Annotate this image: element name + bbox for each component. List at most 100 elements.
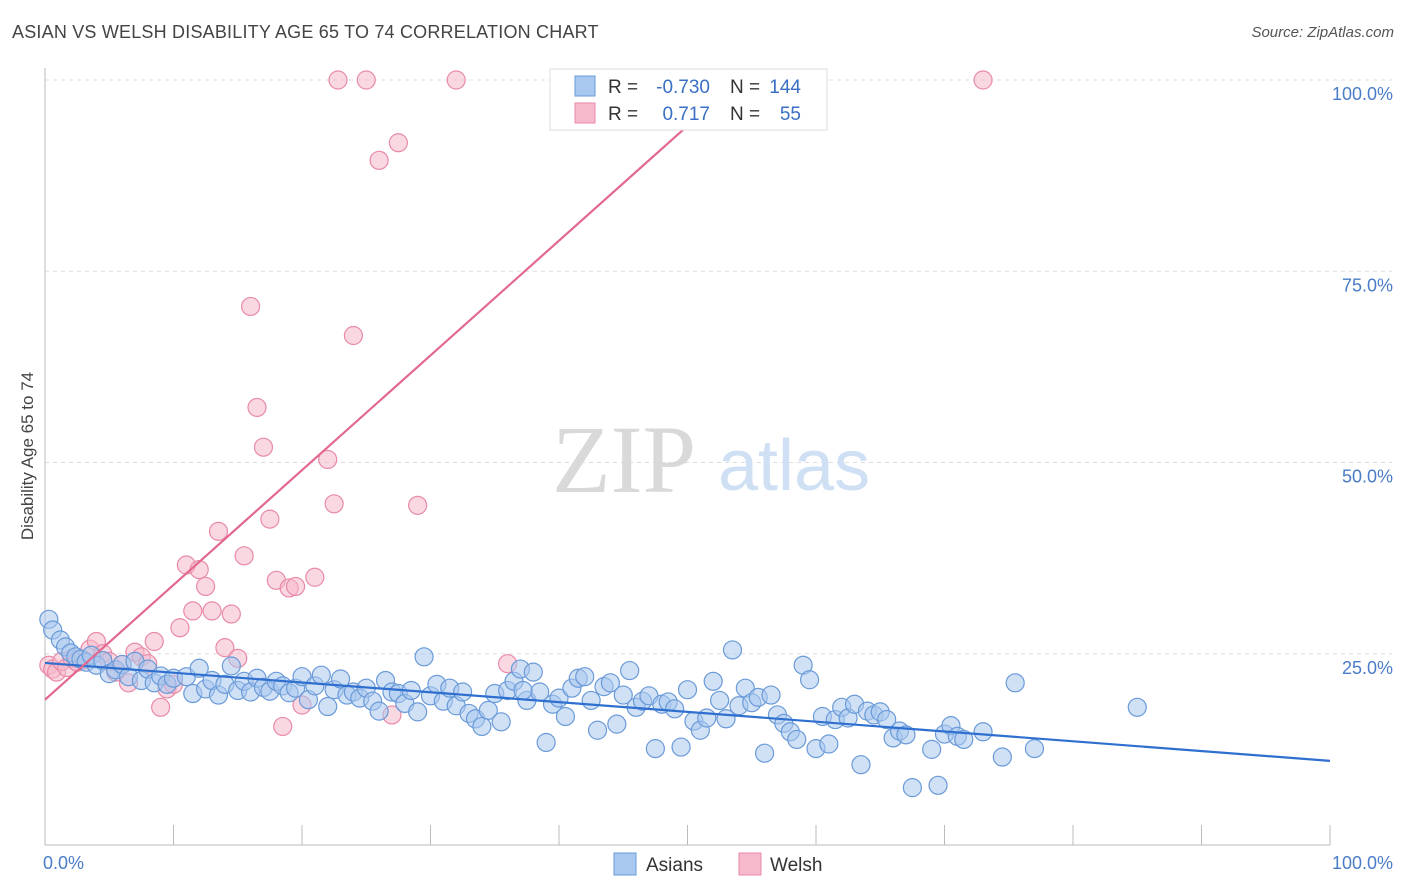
legend-r-label-welsh: R = bbox=[608, 104, 638, 125]
welsh-point bbox=[151, 697, 171, 717]
bottom-legend-asians: Asians bbox=[646, 855, 703, 876]
asian-point bbox=[665, 699, 685, 719]
asian-point bbox=[453, 682, 473, 702]
asian-point bbox=[1005, 673, 1025, 693]
asian-point bbox=[761, 685, 781, 705]
asian-point bbox=[703, 671, 723, 691]
legend-r-value-asians: -0.730 bbox=[656, 77, 710, 98]
legend-swatch-asians bbox=[574, 75, 596, 97]
asian-point bbox=[600, 673, 621, 693]
welsh-point bbox=[170, 618, 190, 638]
asian-point bbox=[221, 656, 241, 676]
trend-lines bbox=[44, 79, 1331, 762]
welsh-point bbox=[234, 546, 254, 566]
welsh-point bbox=[260, 509, 280, 529]
asian-point bbox=[645, 739, 665, 759]
asian-point bbox=[799, 670, 820, 690]
legend-n-value-asians: 144 bbox=[769, 77, 801, 98]
asian-point bbox=[620, 660, 640, 681]
welsh-point bbox=[408, 495, 428, 515]
source-label: Source: ZipAtlas.com bbox=[1251, 24, 1394, 41]
asian-point bbox=[922, 739, 942, 759]
tick-labels: 25.0% 50.0% 75.0% 100.0% 0.0% 100.0% bbox=[43, 84, 1393, 873]
asian-point bbox=[472, 716, 492, 737]
asian-point bbox=[491, 712, 511, 732]
welsh-point bbox=[388, 133, 408, 153]
asian-point bbox=[581, 690, 601, 711]
asian-point bbox=[408, 702, 428, 722]
asian-point bbox=[973, 722, 993, 742]
asian-point bbox=[1127, 697, 1147, 717]
asian-point bbox=[587, 720, 608, 740]
asian-point bbox=[555, 706, 576, 727]
asian-point bbox=[523, 662, 543, 682]
asian-point bbox=[536, 732, 556, 753]
welsh-point bbox=[144, 631, 164, 652]
welsh-point bbox=[253, 437, 274, 457]
asian-point bbox=[513, 680, 533, 701]
y-tick-label-75: 75.0% bbox=[1342, 275, 1393, 295]
asian-points bbox=[39, 609, 1147, 798]
welsh-point bbox=[247, 397, 267, 418]
welsh-point bbox=[273, 716, 293, 737]
y-tick-label-25: 25.0% bbox=[1342, 658, 1393, 678]
welsh-point bbox=[318, 449, 338, 470]
welsh-point bbox=[208, 521, 229, 541]
asian-point bbox=[671, 737, 691, 757]
asian-point bbox=[318, 696, 338, 717]
asian-point bbox=[697, 708, 717, 728]
watermark-zip: ZIP bbox=[552, 406, 696, 513]
asian-point bbox=[928, 775, 948, 795]
asian-point bbox=[369, 701, 389, 721]
welsh-point bbox=[328, 70, 348, 90]
legend-n-label-asians: N = bbox=[730, 77, 760, 98]
x-tick-label-min: 0.0% bbox=[43, 853, 84, 873]
welsh-point bbox=[324, 494, 344, 514]
welsh-point bbox=[241, 296, 261, 317]
grid-lines bbox=[45, 79, 1392, 655]
welsh-point bbox=[446, 70, 466, 90]
bottom-legend-welsh: Welsh bbox=[770, 855, 822, 876]
welsh-point bbox=[973, 70, 993, 90]
welsh-point bbox=[369, 150, 389, 170]
bottom-legend-swatch-welsh bbox=[738, 852, 762, 876]
axes bbox=[44, 68, 1331, 846]
y-tick-label-100: 100.0% bbox=[1332, 84, 1393, 104]
asian-point bbox=[754, 743, 775, 763]
asian-point bbox=[311, 665, 331, 685]
welsh-point bbox=[202, 601, 222, 621]
welsh-point bbox=[183, 601, 203, 621]
asian-point bbox=[478, 700, 498, 720]
watermark: ZIP atlas bbox=[552, 406, 870, 513]
asian-point bbox=[414, 647, 434, 667]
asian-point bbox=[607, 714, 627, 734]
asian-point bbox=[189, 658, 209, 678]
asian-point bbox=[992, 747, 1012, 767]
asian-point bbox=[722, 640, 743, 660]
welsh-point bbox=[215, 638, 235, 658]
welsh-point bbox=[305, 567, 325, 587]
asian-point bbox=[954, 729, 974, 750]
legend-r-value-welsh: 0.717 bbox=[662, 104, 710, 125]
asian-point bbox=[787, 729, 807, 750]
legend-n-value-welsh: 55 bbox=[780, 104, 801, 125]
y-axis-label: Disability Age 65 to 74 bbox=[18, 372, 37, 540]
watermark-atlas: atlas bbox=[718, 426, 870, 506]
chart-title: ASIAN VS WELSH DISABILITY AGE 65 TO 74 C… bbox=[12, 22, 599, 42]
asian-point bbox=[896, 725, 916, 745]
asian-trend-line bbox=[44, 661, 1331, 762]
welsh-trend-line bbox=[44, 79, 740, 701]
y-tick-label-50: 50.0% bbox=[1342, 467, 1393, 487]
asian-point bbox=[877, 709, 897, 730]
x-tick-label-max: 100.0% bbox=[1332, 853, 1393, 873]
asian-point bbox=[710, 690, 730, 711]
legend-r-label-asians: R = bbox=[608, 77, 638, 98]
welsh-point bbox=[285, 576, 306, 597]
asian-point bbox=[677, 680, 698, 700]
legend-swatch-welsh bbox=[574, 102, 596, 124]
bottom-legend-swatch-asians bbox=[613, 852, 637, 876]
top-legend-box bbox=[549, 68, 828, 131]
welsh-point bbox=[343, 325, 363, 346]
welsh-point bbox=[196, 576, 216, 597]
